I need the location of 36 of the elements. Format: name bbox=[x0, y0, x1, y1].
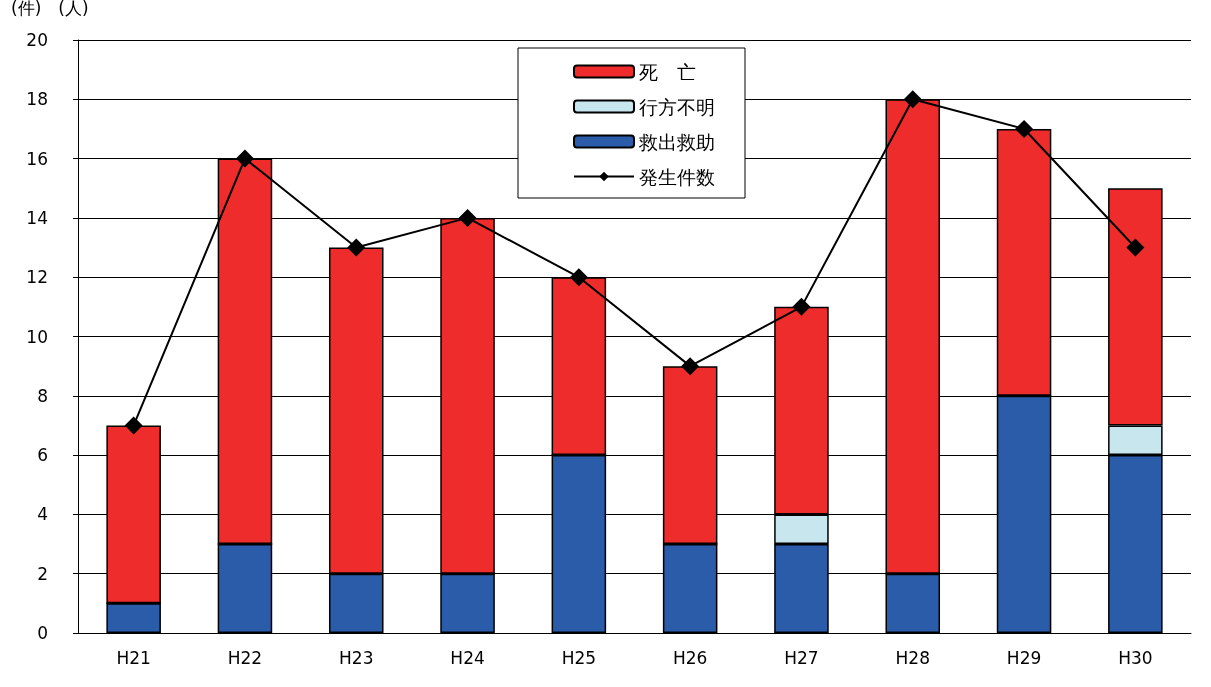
point bbox=[124, 416, 143, 435]
point bbox=[792, 297, 811, 316]
y-tick-label: 20 bbox=[26, 30, 48, 50]
y-tick-label: 2 bbox=[37, 563, 48, 584]
y-tick-label: 12 bbox=[26, 267, 48, 288]
point bbox=[681, 357, 700, 376]
y-tick-label: 0 bbox=[37, 623, 48, 643]
x-tick-label: H25 bbox=[561, 647, 597, 668]
point bbox=[903, 90, 922, 109]
x-tick-label: H29 bbox=[1006, 647, 1042, 668]
point bbox=[1015, 119, 1034, 138]
x-tick-label: H28 bbox=[895, 647, 930, 668]
x-tick-label: H22 bbox=[227, 647, 263, 668]
legend-label: 救出救助 bbox=[638, 130, 715, 153]
y-tick-label: 18 bbox=[26, 89, 48, 110]
point bbox=[1126, 238, 1145, 257]
x-tick-label: H30 bbox=[1118, 647, 1153, 668]
point bbox=[347, 238, 366, 257]
y-tick-label: 4 bbox=[37, 504, 48, 525]
x-tick-label: H21 bbox=[116, 647, 151, 668]
x-tick-label: H24 bbox=[450, 647, 485, 668]
y-tick-label: 16 bbox=[26, 148, 48, 169]
x-tick-label: H27 bbox=[784, 647, 819, 668]
y-tick-label: 8 bbox=[37, 385, 48, 406]
y-tick-label: 14 bbox=[26, 207, 48, 228]
y-axis-title: (件) (人) bbox=[11, 0, 89, 18]
x-tick-label: H26 bbox=[672, 647, 708, 668]
legend-label: 死 亡 bbox=[639, 60, 696, 83]
legend-label: 行方不明 bbox=[639, 95, 715, 118]
point bbox=[458, 208, 477, 227]
y-tick-label: 6 bbox=[37, 445, 48, 466]
point bbox=[569, 268, 588, 287]
legend-label: 発生件数 bbox=[639, 165, 715, 188]
y-tick-label: 10 bbox=[26, 326, 48, 347]
x-tick-label: H23 bbox=[339, 647, 374, 668]
point bbox=[235, 149, 254, 168]
